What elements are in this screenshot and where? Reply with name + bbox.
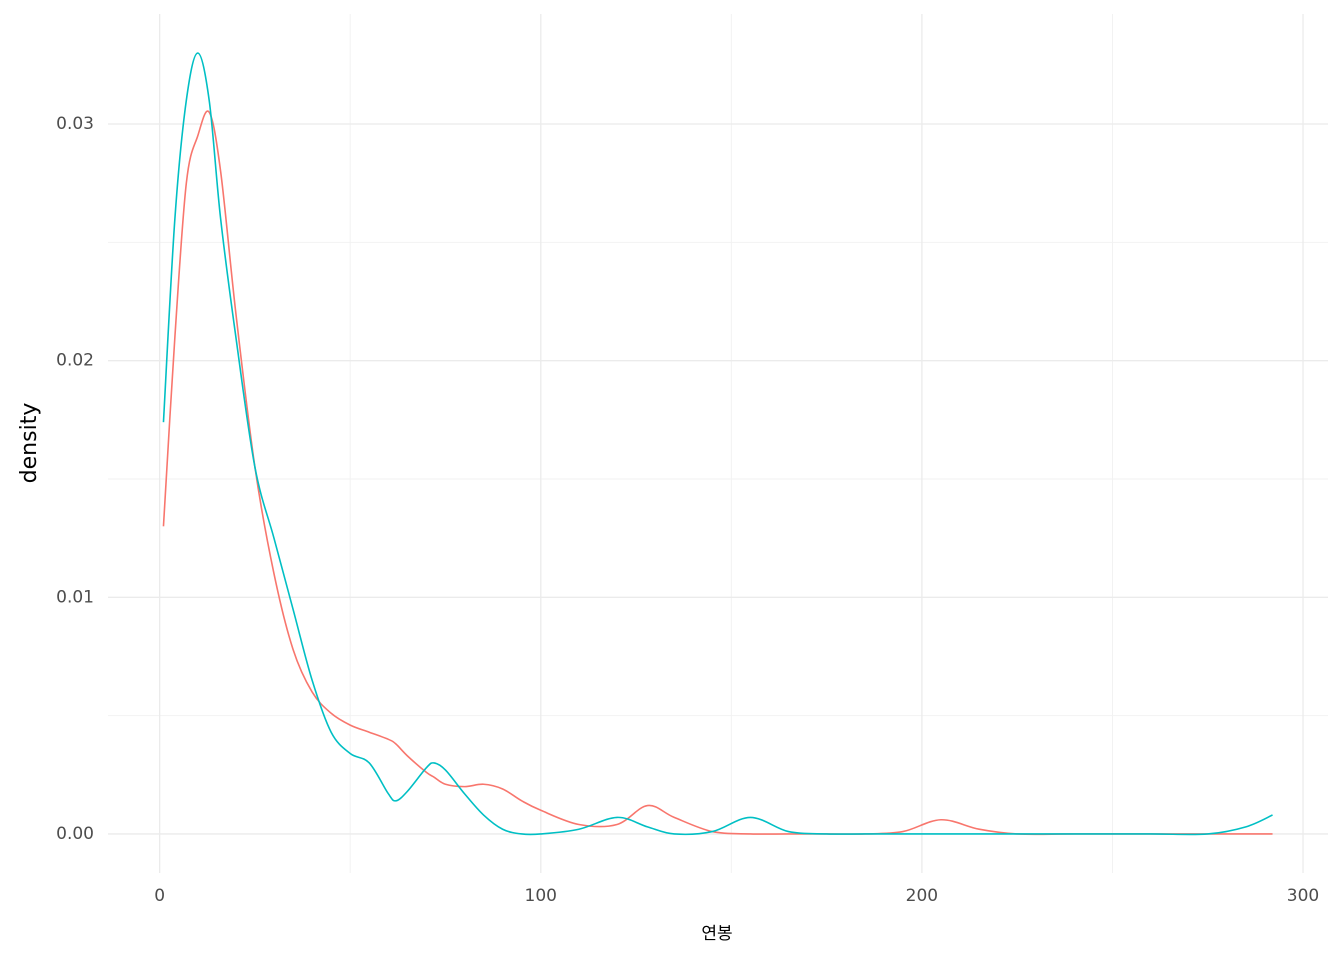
y-tick-label: 0.00 <box>56 824 94 844</box>
y-tick-label: 0.03 <box>56 114 94 134</box>
x-tick-label: 100 <box>525 886 557 906</box>
x-axis-title: 연봉 <box>701 924 732 944</box>
y-tick-label: 0.02 <box>56 351 94 371</box>
y-tick-label: 0.01 <box>56 587 94 607</box>
density-line <box>162 52 1273 836</box>
x-tick-label: 300 <box>1287 886 1319 906</box>
x-tick-label: 0 <box>154 886 165 906</box>
density-line <box>162 110 1273 836</box>
y-axis-title: density <box>17 403 42 484</box>
x-tick-label: 200 <box>906 886 938 906</box>
